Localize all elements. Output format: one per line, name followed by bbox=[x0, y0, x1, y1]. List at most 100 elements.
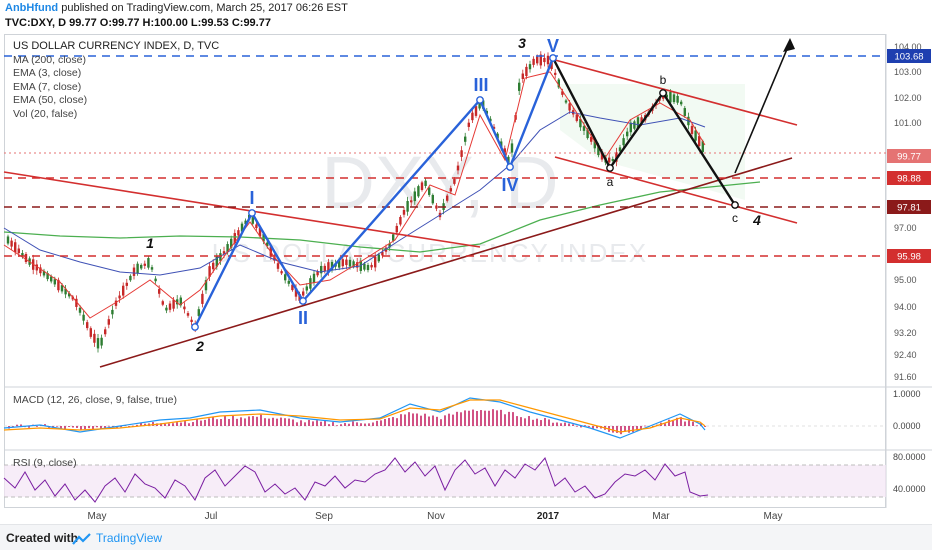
macd-histogram-bar bbox=[532, 419, 534, 426]
legend-ma200[interactable]: MA (200, close) bbox=[13, 53, 86, 66]
macd-histogram-bar bbox=[140, 422, 142, 426]
macd-histogram-bar bbox=[300, 420, 302, 426]
candle-body bbox=[582, 126, 586, 131]
candle-body bbox=[546, 55, 550, 65]
wave-drawings bbox=[191, 38, 795, 331]
candle-body bbox=[471, 112, 474, 121]
ticker-ohlc: TVC:DXY, D 99.77 O:99.77 H:100.00 L:99.5… bbox=[5, 17, 271, 29]
wave-label-IV: IV bbox=[501, 175, 518, 195]
candle-body bbox=[129, 275, 132, 281]
candle-body bbox=[118, 295, 121, 299]
candle-body bbox=[68, 293, 71, 297]
candle-body bbox=[629, 122, 632, 133]
macd-histogram-bar bbox=[432, 415, 434, 426]
wave-label-4: 4 bbox=[752, 212, 761, 228]
macd-histogram-bar bbox=[16, 424, 18, 426]
macd-histogram-bar bbox=[692, 421, 694, 426]
author-link[interactable]: AnbHfund bbox=[5, 2, 59, 14]
candle-body bbox=[341, 259, 344, 267]
macd-histogram-bar bbox=[436, 416, 438, 426]
macd-histogram-bar bbox=[584, 425, 586, 426]
candle-body bbox=[230, 238, 233, 248]
ema7-line bbox=[3, 71, 706, 319]
macd-histogram-bar bbox=[192, 422, 194, 426]
legend-ema7[interactable]: EMA (7, close) bbox=[13, 80, 82, 93]
macd-histogram-bar bbox=[220, 419, 222, 426]
rsi-tick-80: 80.0000 bbox=[893, 452, 926, 462]
main-legend[interactable]: US DOLLAR CURRENCY INDEX, D, TVC MA (200… bbox=[13, 40, 219, 121]
macd-histogram-bar bbox=[20, 424, 22, 426]
macd-histogram-bar bbox=[588, 426, 590, 427]
price-tick-label: 104.00 bbox=[894, 42, 922, 52]
candle-body bbox=[204, 280, 208, 291]
candle-body bbox=[154, 278, 157, 282]
price-tick-label: 94.00 bbox=[894, 302, 917, 312]
macd-histogram-bar bbox=[580, 426, 582, 428]
macd-histogram-bar bbox=[364, 423, 366, 426]
macd-histogram-bar bbox=[308, 419, 310, 426]
candle-body bbox=[190, 319, 193, 323]
macd-histogram-bar bbox=[376, 420, 378, 426]
macd-histogram-bar bbox=[544, 418, 546, 426]
macd-histogram-bar bbox=[468, 410, 470, 426]
macd-histogram-bar bbox=[464, 410, 466, 426]
macd-histogram-bar bbox=[136, 424, 138, 426]
macd-histogram-bar bbox=[304, 422, 306, 426]
candle-body bbox=[287, 280, 290, 284]
candle-body bbox=[114, 300, 118, 306]
time-tick-mar: Mar bbox=[652, 511, 670, 522]
candle-body bbox=[215, 256, 218, 267]
macd-histogram-bar bbox=[688, 420, 690, 426]
macd-histogram-bar bbox=[36, 426, 38, 427]
macd-histogram-bar bbox=[84, 426, 86, 430]
candle-body bbox=[474, 106, 478, 116]
candle-body bbox=[435, 205, 438, 209]
price-marker: 99.77 bbox=[887, 149, 931, 163]
candle-body bbox=[521, 73, 524, 79]
macd-histogram-bar bbox=[492, 409, 494, 426]
candle-body bbox=[579, 118, 582, 128]
legend-ema50[interactable]: EMA (50, close) bbox=[13, 94, 88, 106]
macd-histogram-bar bbox=[256, 416, 258, 426]
macd-legend[interactable]: MACD (12, 26, close, 9, false, true) bbox=[13, 394, 177, 406]
candle-body bbox=[197, 309, 200, 316]
macd-tick-1: 1.0000 bbox=[893, 389, 921, 399]
tradingview-logo-icon[interactable] bbox=[72, 533, 92, 545]
wave-pivot-dot bbox=[549, 54, 557, 62]
rsi-line bbox=[3, 457, 709, 503]
macd-histogram-bar bbox=[440, 419, 442, 426]
candle-body bbox=[424, 180, 427, 186]
tradingview-link[interactable]: TradingView bbox=[96, 531, 163, 545]
candle-body bbox=[316, 271, 319, 276]
candle-body bbox=[449, 188, 452, 192]
candle-body bbox=[701, 141, 704, 153]
macd-histogram-bar bbox=[540, 420, 542, 426]
legend-vol[interactable]: Vol (20, false) bbox=[13, 107, 78, 120]
descending-resistance-line bbox=[3, 171, 481, 248]
macd-histogram-bar bbox=[76, 426, 78, 428]
rsi-legend[interactable]: RSI (9, close) bbox=[13, 457, 77, 469]
macd-histogram-bar bbox=[372, 422, 374, 426]
candle-body bbox=[399, 216, 402, 225]
moving-averages bbox=[3, 71, 761, 319]
candle-body bbox=[78, 307, 82, 313]
macd-line bbox=[3, 397, 706, 439]
candle-body bbox=[168, 303, 172, 310]
candle-body bbox=[568, 103, 571, 111]
macd-pane bbox=[3, 397, 886, 439]
candle-body bbox=[388, 243, 391, 248]
price-marker: 103.68 bbox=[887, 49, 931, 63]
legend-ema3[interactable]: EMA (3, close) bbox=[13, 67, 82, 79]
candle-body bbox=[410, 200, 413, 203]
candle-body bbox=[161, 301, 164, 305]
macd-histogram-bar bbox=[620, 426, 622, 435]
price-scale[interactable] bbox=[886, 34, 932, 508]
candle-body bbox=[294, 288, 298, 297]
candle-body bbox=[50, 276, 53, 282]
wave-pivot-dot bbox=[191, 323, 199, 331]
candle-body bbox=[226, 244, 229, 252]
forecast-arrowhead bbox=[783, 38, 795, 52]
macd-histogram-bar bbox=[280, 417, 282, 426]
footer: Created with TradingView bbox=[0, 524, 932, 550]
